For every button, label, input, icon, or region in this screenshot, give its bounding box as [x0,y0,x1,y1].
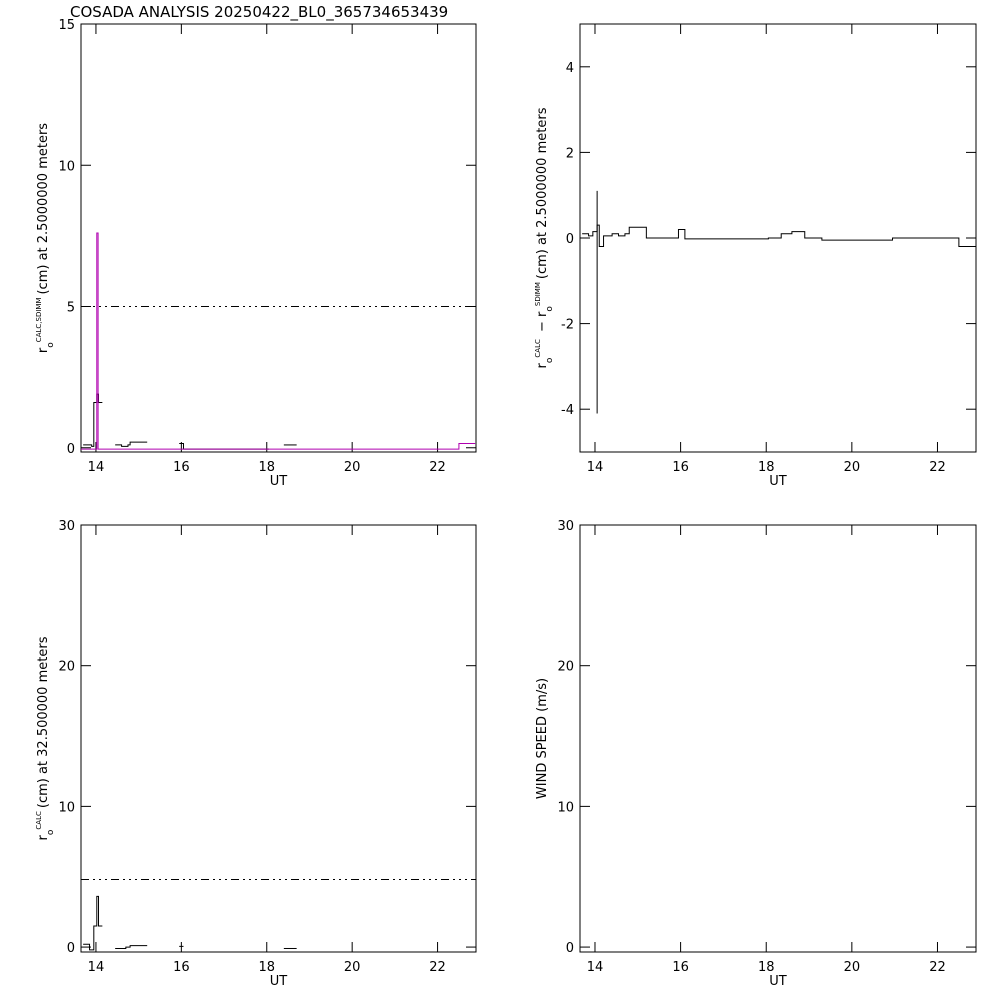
y-tick-label: 2 [566,146,574,161]
y-axis-label-part: − r [535,311,550,336]
y-axis-label-part: o [545,357,555,363]
y-tick-label: 30 [557,519,574,534]
x-tick-label: 22 [429,460,446,475]
x-tick-label: 18 [258,460,275,475]
y-tick-label: 4 [566,61,574,76]
plot-frame [80,23,477,453]
y-axis-label-part: o [46,342,56,348]
y-axis-label-part: (cm) at 2.5000000 meters [535,107,550,279]
data-line [115,441,148,447]
y-axis-label-part: (cm) at 32.500000 meters [36,636,51,808]
y-tick-label: 10 [58,800,75,815]
plot-frame [579,524,977,953]
x-tick-label: 14 [88,960,105,975]
x-tick-label: 16 [672,460,689,475]
y-axis-label-part: o [46,829,56,835]
x-tick-label: 16 [173,460,190,475]
x-tick-label: 20 [844,460,861,475]
y-tick-label: 0 [67,442,75,457]
x-axis-label: UT [769,974,787,989]
plot-frame [80,524,477,953]
y-axis-label-part: WIND SPEED (m/s) [535,678,550,799]
y-axis-label-part: r [36,834,51,840]
data-line [582,224,976,248]
y-axis-label-part: o [545,306,555,312]
y-tick-label: 15 [58,18,75,33]
x-axis-label: UT [270,474,288,489]
y-axis-label-part: CALC,SDIMM [35,298,43,343]
x-tick-label: 14 [587,960,604,975]
x-tick-label: 14 [587,460,604,475]
x-tick-label: 18 [258,960,275,975]
y-axis-label-part: r [36,347,51,353]
x-tick-label: 16 [672,960,689,975]
x-tick-label: 22 [429,960,446,975]
x-axis-label: UT [769,474,787,489]
y-axis-label: roCALC − roSDIMM(cm) at 2.5000000 meters [534,107,555,368]
y-axis-label: roCALC,SDIMM (cm) at 2.5000000 meters [35,123,56,353]
y-axis-label-part: CALC [35,811,43,830]
figure-title: COSADA ANALYSIS 20250422_BL0_36573465343… [70,3,448,22]
y-tick-label: -2 [561,318,574,333]
x-tick-label: 20 [844,960,861,975]
data-line [83,895,103,951]
x-tick-label: 20 [344,460,361,475]
y-tick-label: -4 [561,403,574,418]
x-tick-label: 14 [88,460,105,475]
y-axis-label: roCALC (cm) at 32.500000 meters [35,636,56,840]
y-tick-label: 30 [58,519,75,534]
y-tick-label: 20 [58,660,75,675]
x-tick-label: 18 [758,960,775,975]
y-tick-label: 10 [58,159,75,174]
x-axis-label: UT [270,974,288,989]
y-tick-label: 0 [566,232,574,247]
x-tick-label: 22 [929,460,946,475]
y-axis-label-part: CALC [534,339,542,358]
x-tick-label: 16 [173,960,190,975]
y-axis-label-part: r [535,362,550,368]
y-axis-label: WIND SPEED (m/s) [535,678,550,799]
data-line [81,232,476,450]
y-tick-label: 0 [67,941,75,956]
y-axis-label-part: SDIMM [534,282,542,306]
y-tick-label: 0 [566,941,574,956]
y-tick-label: 10 [557,800,574,815]
y-axis-label-part: (cm) at 2.5000000 meters [36,123,51,295]
y-tick-label: 5 [67,301,75,316]
x-tick-label: 22 [929,960,946,975]
x-tick-label: 18 [758,460,775,475]
y-tick-label: 20 [557,660,574,675]
x-tick-label: 20 [344,960,361,975]
data-line [115,945,148,949]
